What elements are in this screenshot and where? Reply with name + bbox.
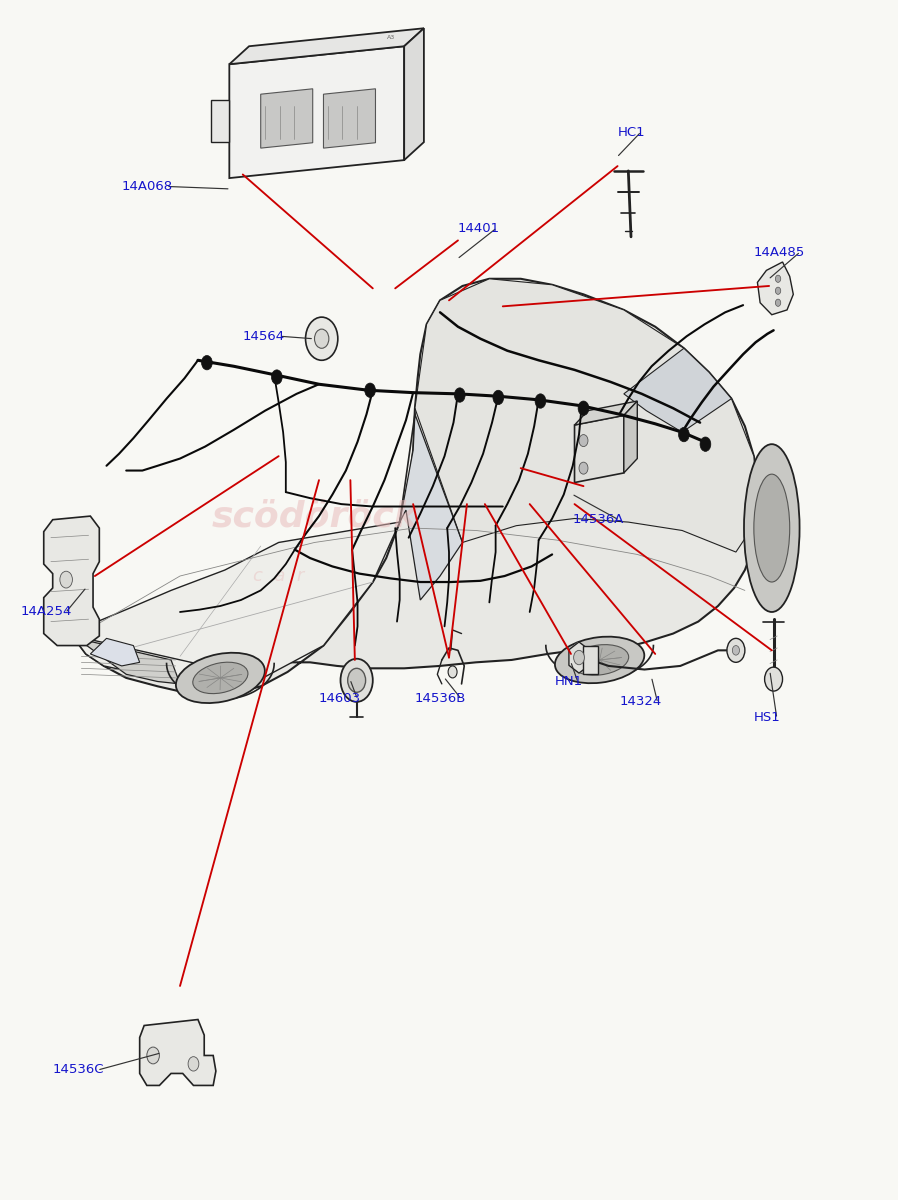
Circle shape [727,638,744,662]
Text: 14324: 14324 [620,695,662,708]
Polygon shape [44,516,100,646]
Polygon shape [575,415,624,482]
Circle shape [348,668,365,692]
Circle shape [147,1048,159,1064]
Text: 14536C: 14536C [53,1063,104,1076]
Text: 14564: 14564 [242,330,285,343]
Circle shape [535,394,546,408]
Circle shape [579,434,588,446]
Text: 14603: 14603 [319,691,361,704]
Circle shape [579,462,588,474]
Circle shape [365,383,375,397]
Circle shape [201,355,212,370]
Ellipse shape [193,662,248,694]
Circle shape [60,571,73,588]
Polygon shape [229,47,404,178]
Circle shape [305,317,338,360]
Circle shape [578,401,589,415]
Circle shape [340,659,373,702]
Ellipse shape [176,653,265,703]
Polygon shape [624,348,732,432]
Polygon shape [415,278,758,552]
Polygon shape [140,1020,216,1086]
Circle shape [448,666,457,678]
Ellipse shape [753,474,789,582]
Circle shape [314,329,329,348]
Circle shape [271,370,282,384]
Text: A3: A3 [387,35,395,41]
Text: scödöröck: scödöröck [211,499,418,533]
Polygon shape [569,642,589,673]
Polygon shape [73,278,758,696]
Polygon shape [575,401,638,425]
Polygon shape [91,638,140,666]
Text: HN1: HN1 [555,676,583,688]
Polygon shape [404,29,424,160]
Text: 14536A: 14536A [573,514,624,526]
Circle shape [733,646,739,655]
Polygon shape [229,29,424,65]
Circle shape [775,275,780,282]
Ellipse shape [555,637,645,683]
Circle shape [188,1057,198,1072]
Circle shape [764,667,782,691]
Circle shape [775,287,780,294]
Text: 14A254: 14A254 [21,606,72,618]
Text: 14401: 14401 [458,222,500,235]
Text: HS1: HS1 [753,710,780,724]
Ellipse shape [570,644,629,676]
Text: 14536B: 14536B [415,691,466,704]
Polygon shape [584,646,598,674]
Ellipse shape [744,444,799,612]
Text: 14A485: 14A485 [753,246,806,259]
Circle shape [574,650,585,665]
Text: 14A068: 14A068 [122,180,172,193]
Circle shape [700,437,711,451]
Polygon shape [400,414,462,600]
Circle shape [679,427,690,442]
Polygon shape [260,89,313,148]
Polygon shape [73,522,400,694]
Polygon shape [757,262,793,314]
Text: c  a  r: c a r [253,568,304,586]
Polygon shape [624,401,638,473]
Circle shape [454,388,465,402]
Polygon shape [323,89,375,148]
Polygon shape [77,638,180,684]
Circle shape [493,390,504,404]
Circle shape [775,299,780,306]
Text: HC1: HC1 [618,126,645,139]
Polygon shape [211,100,229,142]
